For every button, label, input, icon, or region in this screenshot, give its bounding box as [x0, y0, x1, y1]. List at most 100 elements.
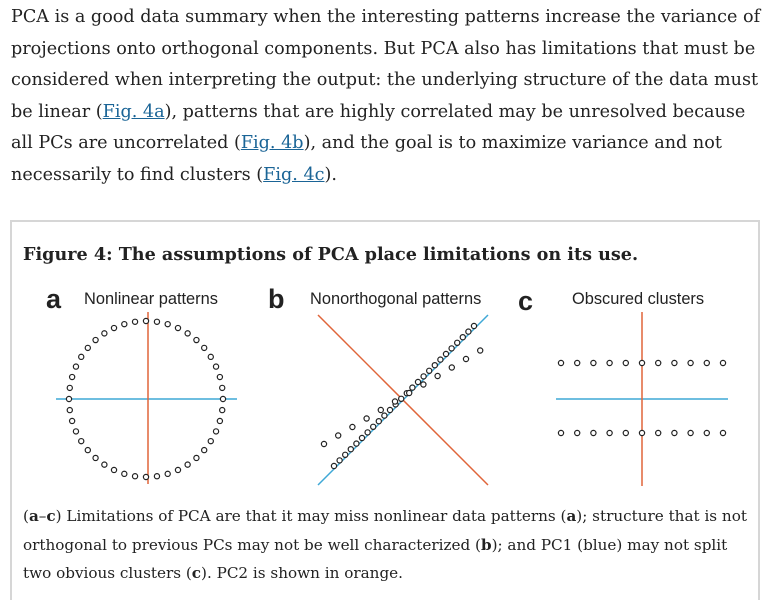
data-point — [703, 359, 711, 367]
data-point — [92, 454, 99, 462]
data-point — [420, 381, 427, 388]
data-point — [557, 429, 565, 437]
fig-4c-link[interactable]: Fig. 4c — [263, 164, 325, 185]
figure-title: Figure 4: The assumptions of PCA place l… — [23, 244, 639, 265]
caption-text: ( — [23, 507, 29, 525]
data-point — [110, 466, 118, 474]
data-point — [590, 359, 597, 367]
data-point — [454, 339, 461, 347]
data-point — [174, 324, 182, 332]
panel-c-letter: c — [518, 286, 534, 316]
data-point — [219, 406, 226, 414]
data-point — [437, 356, 444, 363]
caption-bold: b — [480, 535, 492, 554]
data-point — [219, 384, 226, 392]
figure-plots — [56, 312, 728, 486]
data-point — [420, 373, 427, 380]
data-point — [687, 359, 694, 367]
intro-text-3: ), and the goal is to maximize variance … — [11, 133, 722, 185]
data-point — [330, 462, 338, 470]
data-point — [442, 350, 450, 358]
data-point — [719, 359, 727, 367]
data-point — [219, 395, 227, 403]
caption-text: – — [38, 507, 47, 525]
data-point — [574, 429, 581, 437]
data-point — [68, 417, 76, 425]
caption-text: ); and PC1 (blue) may not split two obvi… — [23, 535, 728, 583]
intro-text-4: ). — [324, 164, 337, 185]
panel-b-letter: b — [268, 284, 285, 314]
data-point — [92, 336, 99, 344]
data-point — [687, 429, 694, 437]
data-point — [335, 432, 342, 439]
data-point — [200, 344, 208, 352]
panel-a-plot — [56, 312, 237, 484]
data-point — [462, 355, 470, 363]
data-point — [342, 451, 349, 458]
data-point — [655, 359, 662, 367]
data-point — [347, 445, 354, 453]
data-point — [216, 373, 224, 381]
data-point — [477, 347, 484, 354]
data-point — [78, 437, 85, 445]
data-point — [207, 437, 214, 445]
data-point — [671, 359, 678, 367]
data-point — [142, 317, 150, 325]
data-point — [638, 359, 646, 367]
data-point — [110, 324, 118, 332]
data-point — [336, 457, 343, 464]
data-point — [174, 466, 182, 474]
data-point — [84, 344, 92, 352]
data-point — [431, 361, 438, 369]
panel-a-title: Nonlinear patterns — [84, 290, 218, 308]
fig-4a-link[interactable]: Fig. 4a — [102, 101, 165, 122]
data-point — [448, 364, 455, 371]
data-point — [66, 384, 73, 392]
data-point — [719, 429, 727, 437]
intro-text-1: PCA is a good data summary when the inte… — [11, 7, 761, 122]
data-point — [142, 473, 150, 481]
data-point — [606, 429, 613, 437]
data-point — [353, 440, 360, 447]
data-point — [207, 353, 214, 361]
data-point — [184, 330, 191, 337]
data-point — [370, 423, 377, 430]
data-point — [470, 322, 478, 330]
data-point — [193, 454, 200, 462]
data-point — [320, 440, 328, 448]
caption-bold: a — [566, 507, 577, 525]
data-point — [65, 395, 73, 403]
data-point — [590, 429, 597, 437]
data-point — [121, 320, 128, 328]
data-point — [363, 415, 370, 422]
data-point — [212, 428, 220, 435]
data-point — [703, 429, 711, 437]
caption-bold: a — [28, 507, 39, 525]
data-point — [216, 417, 224, 425]
data-point — [606, 359, 613, 367]
intro-text-2: ), patterns that are highly correlated m… — [11, 101, 746, 154]
data-point — [409, 384, 416, 391]
data-point — [406, 389, 413, 397]
data-point — [84, 446, 92, 454]
data-point — [434, 372, 441, 380]
data-point — [184, 461, 191, 468]
caption-text: ) Limitations of PCA are that it may mis… — [55, 507, 567, 525]
data-point — [459, 333, 466, 341]
data-point — [465, 328, 472, 335]
data-point — [164, 320, 171, 328]
data-point — [386, 406, 394, 414]
panel-a-letter: a — [46, 284, 62, 314]
figure-caption: (a–c) Limitations of PCA are that it may… — [23, 502, 753, 588]
data-point — [574, 359, 581, 367]
data-point — [200, 446, 208, 454]
caption-text: ). PC2 is shown in orange. — [201, 564, 403, 582]
fig-4b-link[interactable]: Fig. 4b — [240, 133, 304, 154]
caption-bold: c — [46, 507, 56, 525]
panel-c-title: Obscured clusters — [572, 290, 705, 308]
data-point — [375, 417, 382, 425]
caption-bold: c — [191, 564, 202, 582]
data-point — [121, 470, 128, 478]
data-point — [164, 470, 171, 478]
data-point — [153, 473, 161, 480]
